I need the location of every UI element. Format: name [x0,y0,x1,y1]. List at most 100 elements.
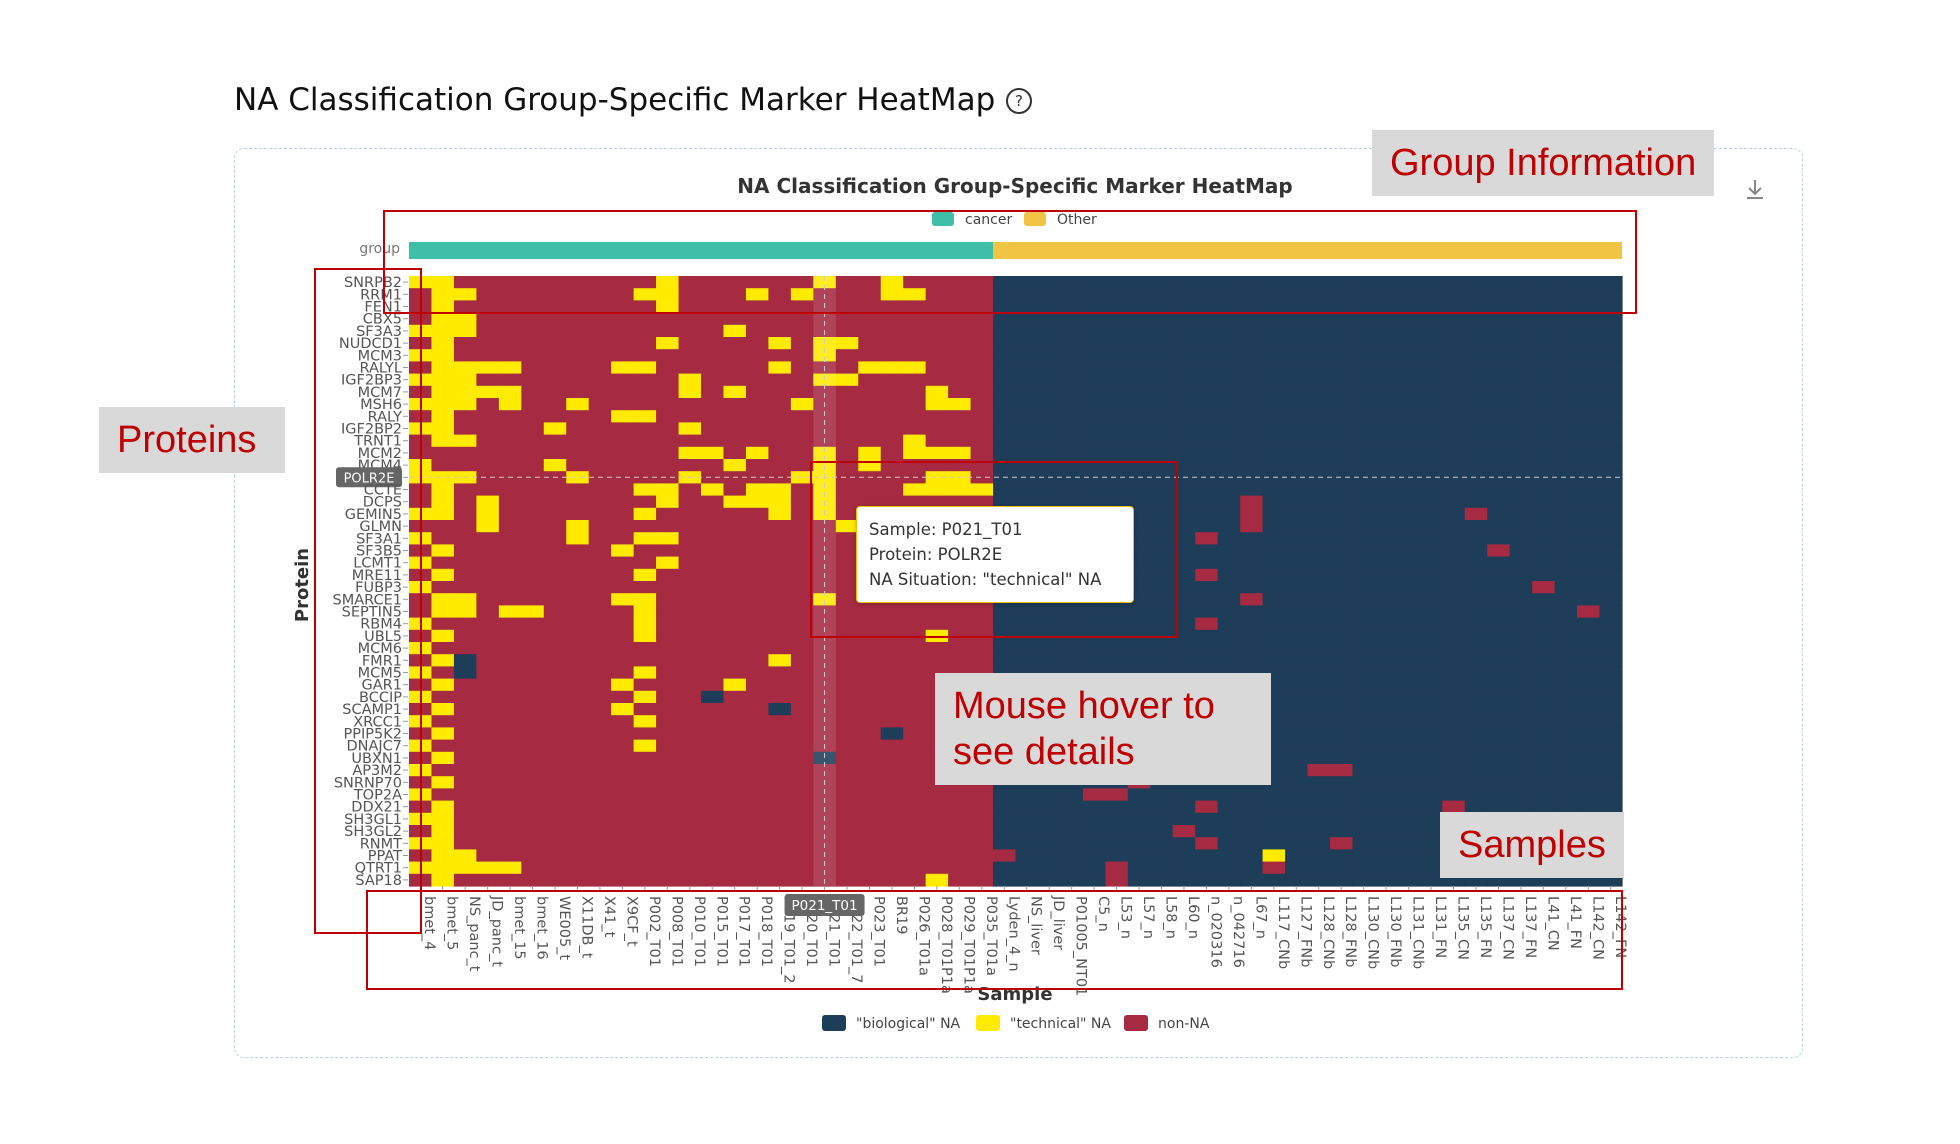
heatmap-cell[interactable] [678,495,702,509]
heatmap-cell[interactable] [858,337,882,350]
heatmap-cell[interactable] [1127,825,1151,838]
heatmap-cell[interactable] [1285,849,1309,863]
heatmap-cell[interactable] [880,349,904,362]
heatmap-cell[interactable] [1060,410,1084,423]
heatmap-cell[interactable] [1262,276,1286,289]
heatmap-cell[interactable] [1374,654,1398,667]
heatmap-cell[interactable] [1374,361,1398,375]
heatmap-cell[interactable] [1554,434,1578,448]
heatmap-cell[interactable] [1442,373,1466,387]
heatmap-cell[interactable] [880,446,904,460]
heatmap-cell[interactable] [611,556,635,570]
heatmap-cell[interactable] [903,300,927,314]
heatmap-cell[interactable] [1105,617,1129,631]
heatmap-cell[interactable] [1374,434,1398,448]
heatmap-cell[interactable] [948,873,972,887]
heatmap-cell[interactable] [1397,276,1421,289]
heatmap-cell[interactable] [723,434,747,448]
heatmap-cell[interactable] [453,751,477,765]
heatmap-cell[interactable] [1487,581,1511,594]
heatmap-cell[interactable] [588,678,612,692]
heatmap-cell[interactable] [790,849,814,863]
heatmap-cell[interactable] [431,751,455,765]
heatmap-cell[interactable] [1082,873,1106,887]
heatmap-cell[interactable] [476,300,500,314]
heatmap-cell[interactable] [1262,288,1286,301]
heatmap-cell[interactable] [476,629,500,643]
heatmap-cell[interactable] [1307,300,1331,314]
heatmap-cell[interactable] [1397,727,1421,741]
heatmap-cell[interactable] [498,678,522,692]
heatmap-cell[interactable] [1329,410,1354,423]
heatmap-cell[interactable] [633,349,657,362]
heatmap-cell[interactable] [903,800,927,814]
heatmap-cell[interactable] [611,788,635,802]
heatmap-cell[interactable] [1577,690,1601,704]
heatmap-cell[interactable] [588,825,612,838]
heatmap-cell[interactable] [1419,861,1443,875]
heatmap-cell[interactable] [723,690,747,704]
heatmap-cell[interactable] [1105,373,1129,387]
heatmap-cell[interactable] [1105,471,1129,484]
heatmap-cell[interactable] [948,446,972,460]
heatmap-cell[interactable] [566,642,590,655]
heatmap-cell[interactable] [1554,520,1578,533]
heatmap-cell[interactable] [588,556,612,570]
heatmap-cell[interactable] [1577,532,1601,545]
heatmap-cell[interactable] [723,788,747,802]
heatmap-cell[interactable] [1060,861,1084,875]
heatmap-cell[interactable] [1352,337,1376,350]
heatmap-cell[interactable] [1374,666,1398,680]
heatmap-cell[interactable] [1285,507,1309,521]
heatmap-cell[interactable] [566,849,590,863]
heatmap-cell[interactable] [1464,361,1488,375]
heatmap-cell[interactable] [925,849,949,863]
heatmap-cell[interactable] [1419,434,1443,448]
heatmap-cell[interactable] [790,715,814,728]
heatmap-cell[interactable] [1464,495,1488,509]
heatmap-cell[interactable] [1307,337,1331,350]
heatmap-cell[interactable] [723,544,747,558]
heatmap-cell[interactable] [1037,605,1062,619]
heatmap-cell[interactable] [1150,312,1174,326]
heatmap-cell[interactable] [835,703,859,716]
heatmap-cell[interactable] [1442,288,1466,301]
heatmap-cell[interactable] [611,300,635,314]
heatmap-cell[interactable] [745,434,769,448]
heatmap-cell[interactable] [1374,471,1398,484]
heatmap-cell[interactable] [633,276,657,289]
heatmap-cell[interactable] [745,276,769,289]
heatmap-cell[interactable] [1397,678,1421,692]
heatmap-cell[interactable] [1397,666,1421,680]
heatmap-cell[interactable] [1374,410,1398,423]
heatmap-cell[interactable] [453,812,477,826]
heatmap-cell[interactable] [1127,337,1151,350]
heatmap-cell[interactable] [611,471,635,484]
heatmap-cell[interactable] [701,324,725,338]
heatmap-cell[interactable] [1082,617,1106,631]
heatmap-cell[interactable] [498,825,522,838]
heatmap-cell[interactable] [611,861,635,875]
heatmap-cell[interactable] [498,312,522,326]
heatmap-cell[interactable] [1285,434,1309,448]
heatmap-cell[interactable] [790,361,814,375]
heatmap-cell[interactable] [948,642,972,655]
heatmap-cell[interactable] [1127,873,1151,887]
heatmap-cell[interactable] [1127,800,1151,814]
heatmap-cell[interactable] [1329,654,1354,667]
heatmap-cell[interactable] [1374,825,1398,838]
heatmap-cell[interactable] [948,800,972,814]
heatmap-cell[interactable] [1487,690,1511,704]
heatmap-cell[interactable] [1397,337,1421,350]
heatmap-cell[interactable] [678,800,702,814]
heatmap-cell[interactable] [1374,837,1398,850]
heatmap-cell[interactable] [745,642,769,655]
heatmap-cell[interactable] [431,617,455,631]
heatmap-cell[interactable] [1060,312,1084,326]
heatmap-cell[interactable] [701,642,725,655]
heatmap-cell[interactable] [1419,568,1443,582]
heatmap-cell[interactable] [835,642,859,655]
heatmap-cell[interactable] [1554,422,1578,436]
heatmap-cell[interactable] [858,324,882,338]
heatmap-cell[interactable] [925,398,949,411]
